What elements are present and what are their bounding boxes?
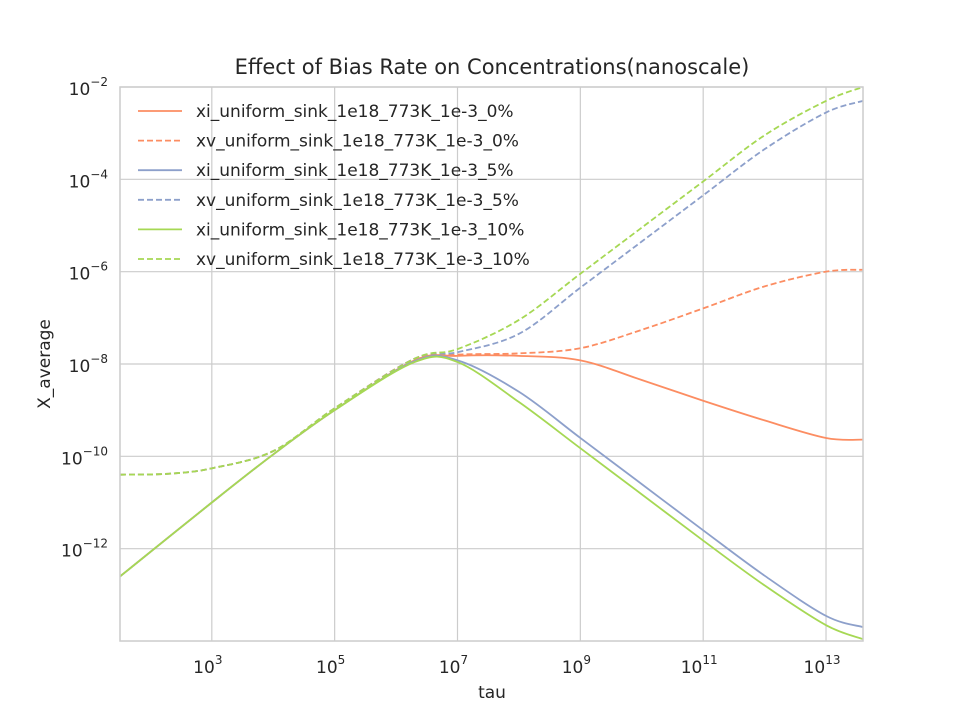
x-tick-label: 107 xyxy=(439,653,468,678)
series-line-5 xyxy=(120,355,863,640)
y-tick-label: 10−12 xyxy=(61,537,108,562)
legend: xi_uniform_sink_1e18_773K_1e-3_0% xv_unif… xyxy=(138,102,530,270)
x-tick-label: 103 xyxy=(193,653,222,678)
y-axis-label: X_average xyxy=(35,319,55,409)
y-tick-label: 10−10 xyxy=(61,444,108,469)
legend-label: xi_uniform_sink_1e18_773K_1e-3_5% xyxy=(196,161,514,181)
y-axis-ticks: 10−12 10−10 10−8 10−6 10−4 10−2 xyxy=(61,75,108,562)
y-tick-label: 10−2 xyxy=(69,75,108,100)
series-line-2 xyxy=(120,268,863,476)
x-tick-label: 105 xyxy=(316,653,345,678)
legend-label: xi_uniform_sink_1e18_773K_1e-3_0% xyxy=(196,102,514,122)
x-tick-label: 1011 xyxy=(681,653,718,678)
y-tick-label: 10−6 xyxy=(69,260,108,285)
y-tick-label: 10−4 xyxy=(69,167,108,192)
legend-label: xi_uniform_sink_1e18_773K_1e-3_10% xyxy=(196,220,524,240)
y-tick-label: 10−8 xyxy=(69,352,108,377)
x-axis-ticks: 103 105 107 109 1011 1013 xyxy=(193,653,840,678)
legend-label: xv_uniform_sink_1e18_773K_1e-3_0% xyxy=(196,132,519,152)
legend-label: xv_uniform_sink_1e18_773K_1e-3_5% xyxy=(196,191,519,211)
x-tick-label: 109 xyxy=(562,653,591,678)
series-line-3 xyxy=(120,354,863,628)
plot-lines xyxy=(120,87,863,640)
legend-label: xv_uniform_sink_1e18_773K_1e-3_10% xyxy=(196,250,530,270)
series-line-6 xyxy=(120,87,863,476)
chart-title: Effect of Bias Rate on Concentrations(na… xyxy=(235,55,750,79)
plot-frame xyxy=(119,86,864,642)
x-axis-label: tau xyxy=(478,683,506,703)
series-line-4 xyxy=(120,100,863,476)
x-tick-label: 1013 xyxy=(804,653,841,678)
series-line-1 xyxy=(120,354,863,578)
